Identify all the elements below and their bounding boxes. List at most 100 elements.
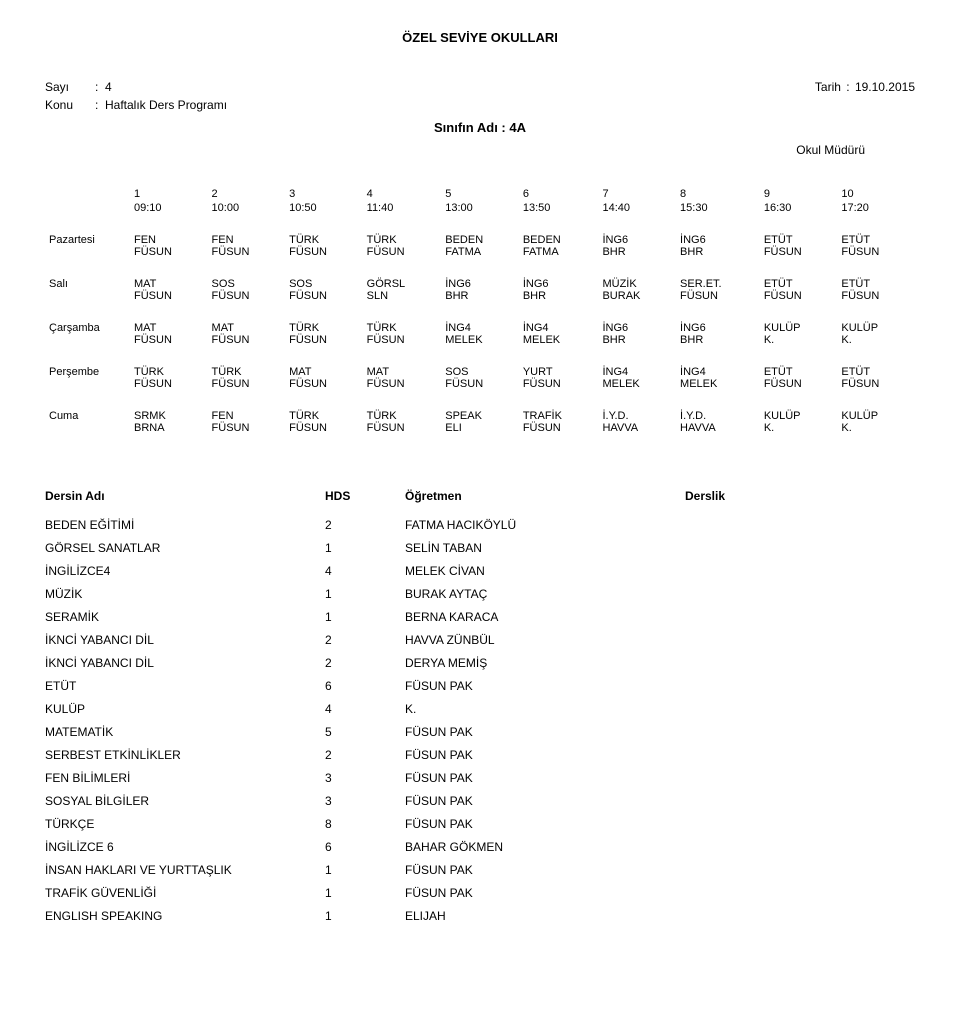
- summary-teacher: BAHAR GÖKMEN: [405, 840, 685, 854]
- subject-code: ETÜT: [841, 278, 911, 290]
- summary-hds: 3: [325, 794, 405, 808]
- schedule-cell: TÜRKFÜSUN: [363, 224, 442, 268]
- summary-hds: 1: [325, 541, 405, 555]
- teacher-code: FÜSUN: [134, 290, 204, 302]
- period-time: 09:10: [130, 202, 208, 224]
- schedule-cell: MATFÜSUN: [130, 312, 208, 356]
- teacher-code: FÜSUN: [289, 246, 359, 258]
- period-num: 7: [598, 182, 676, 202]
- period-num: 9: [760, 182, 838, 202]
- schedule-cell: ETÜTFÜSUN: [837, 268, 915, 312]
- schedule-cell: MATFÜSUN: [130, 268, 208, 312]
- day-label: Cuma: [45, 400, 130, 444]
- subject-code: ETÜT: [841, 366, 911, 378]
- period-time: 11:40: [363, 202, 442, 224]
- teacher-code: ELI: [445, 422, 515, 434]
- schedule-row: PerşembeTÜRKFÜSUNTÜRKFÜSUNMATFÜSUNMATFÜS…: [45, 356, 915, 400]
- subject-code: MAT: [134, 278, 204, 290]
- teacher-code: FÜSUN: [367, 334, 438, 346]
- tarih-value: 19.10.2015: [855, 80, 915, 94]
- schedule-cell: MATFÜSUN: [363, 356, 442, 400]
- subject-code: SOS: [212, 278, 282, 290]
- subject-code: KULÜP: [841, 410, 911, 422]
- sayi-group: Sayı : 4: [45, 80, 112, 94]
- schedule-cell: SOSFÜSUN: [441, 356, 519, 400]
- teacher-code: FÜSUN: [764, 290, 834, 302]
- summary-name: SOSYAL BİLGİLER: [45, 794, 325, 808]
- subject-code: TÜRK: [289, 322, 359, 334]
- summary-hds: 6: [325, 679, 405, 693]
- period-time: 10:50: [285, 202, 363, 224]
- subject-code: SRMK: [134, 410, 204, 422]
- colon: :: [95, 98, 105, 112]
- summary-row: İKNCİ YABANCI DİL2HAVVA ZÜNBÜL: [45, 633, 915, 647]
- teacher-code: MELEK: [445, 334, 515, 346]
- schedule-cell: İNG4MELEK: [441, 312, 519, 356]
- summary-hds: 2: [325, 518, 405, 532]
- subject-code: SOS: [289, 278, 359, 290]
- summary-teacher: DERYA MEMİŞ: [405, 656, 685, 670]
- summary-row: İNGİLİZCE44MELEK CİVAN: [45, 564, 915, 578]
- summary-name: İNGİLİZCE 6: [45, 840, 325, 854]
- period-num: 5: [441, 182, 519, 202]
- summary-name: MÜZİK: [45, 587, 325, 601]
- subject-code: İNG4: [523, 322, 595, 334]
- summary-teacher: FATMA HACIKÖYLÜ: [405, 518, 685, 532]
- teacher-code: FATMA: [445, 246, 515, 258]
- teacher-code: FÜSUN: [764, 246, 834, 258]
- period-time: 13:00: [441, 202, 519, 224]
- teacher-code: FÜSUN: [212, 290, 282, 302]
- summary-name: TRAFİK GÜVENLİĞİ: [45, 886, 325, 900]
- summary-teacher: HAVVA ZÜNBÜL: [405, 633, 685, 647]
- subject-code: İNG6: [680, 322, 756, 334]
- teacher-code: FÜSUN: [212, 422, 282, 434]
- summary-row: MÜZİK1BURAK AYTAÇ: [45, 587, 915, 601]
- summary-teacher: FÜSUN PAK: [405, 886, 685, 900]
- summary-row: ETÜT6FÜSUN PAK: [45, 679, 915, 693]
- period-time: 14:40: [598, 202, 676, 224]
- subject-code: TÜRK: [367, 410, 438, 422]
- teacher-code: FÜSUN: [134, 378, 204, 390]
- day-label: Salı: [45, 268, 130, 312]
- schedule-cell: İNG4MELEK: [598, 356, 676, 400]
- summary-teacher: FÜSUN PAK: [405, 679, 685, 693]
- sayi-label: Sayı: [45, 80, 95, 94]
- summary-teacher: FÜSUN PAK: [405, 725, 685, 739]
- day-label: Perşembe: [45, 356, 130, 400]
- summary-row: BEDEN EĞİTİMİ2FATMA HACIKÖYLÜ: [45, 518, 915, 532]
- schedule-cell: FENFÜSUN: [130, 224, 208, 268]
- schedule-row: CumaSRMKBRNAFENFÜSUNTÜRKFÜSUNTÜRKFÜSUNSP…: [45, 400, 915, 444]
- time-header-row: 09:10 10:00 10:50 11:40 13:00 13:50 14:4…: [45, 202, 915, 224]
- meta-row-2: Konu : Haftalık Ders Programı: [45, 98, 915, 112]
- teacher-code: K.: [841, 334, 911, 346]
- subject-code: İNG6: [445, 278, 515, 290]
- summary-name: GÖRSEL SANATLAR: [45, 541, 325, 555]
- subject-code: BEDEN: [523, 234, 595, 246]
- summary-hds: 4: [325, 702, 405, 716]
- schedule-cell: MATFÜSUN: [208, 312, 286, 356]
- summary-name: İKNCİ YABANCI DİL: [45, 633, 325, 647]
- summary-row: İNGİLİZCE 66BAHAR GÖKMEN: [45, 840, 915, 854]
- summary-row: SERBEST ETKİNLİKLER2FÜSUN PAK: [45, 748, 915, 762]
- schedule-cell: FENFÜSUN: [208, 400, 286, 444]
- subject-code: ETÜT: [841, 234, 911, 246]
- schedule-cell: SOSFÜSUN: [208, 268, 286, 312]
- summary-hds: 5: [325, 725, 405, 739]
- teacher-code: FÜSUN: [680, 290, 756, 302]
- schedule-cell: İNG4MELEK: [519, 312, 599, 356]
- schedule-cell: İ.Y.D.HAVVA: [598, 400, 676, 444]
- teacher-code: FÜSUN: [289, 334, 359, 346]
- schedule-cell: ETÜTFÜSUN: [760, 224, 838, 268]
- summary-name: FEN BİLİMLERİ: [45, 771, 325, 785]
- summary-teacher: FÜSUN PAK: [405, 794, 685, 808]
- teacher-code: FÜSUN: [289, 422, 359, 434]
- summary-hds: 8: [325, 817, 405, 831]
- period-num: 1: [130, 182, 208, 202]
- teacher-code: FÜSUN: [367, 378, 438, 390]
- subject-code: GÖRSL: [367, 278, 438, 290]
- teacher-code: FATMA: [523, 246, 595, 258]
- schedule-row: ÇarşambaMATFÜSUNMATFÜSUNTÜRKFÜSUNTÜRKFÜS…: [45, 312, 915, 356]
- subject-code: KULÜP: [841, 322, 911, 334]
- konu-group: Konu : Haftalık Ders Programı: [45, 98, 227, 112]
- teacher-code: HAVVA: [602, 422, 672, 434]
